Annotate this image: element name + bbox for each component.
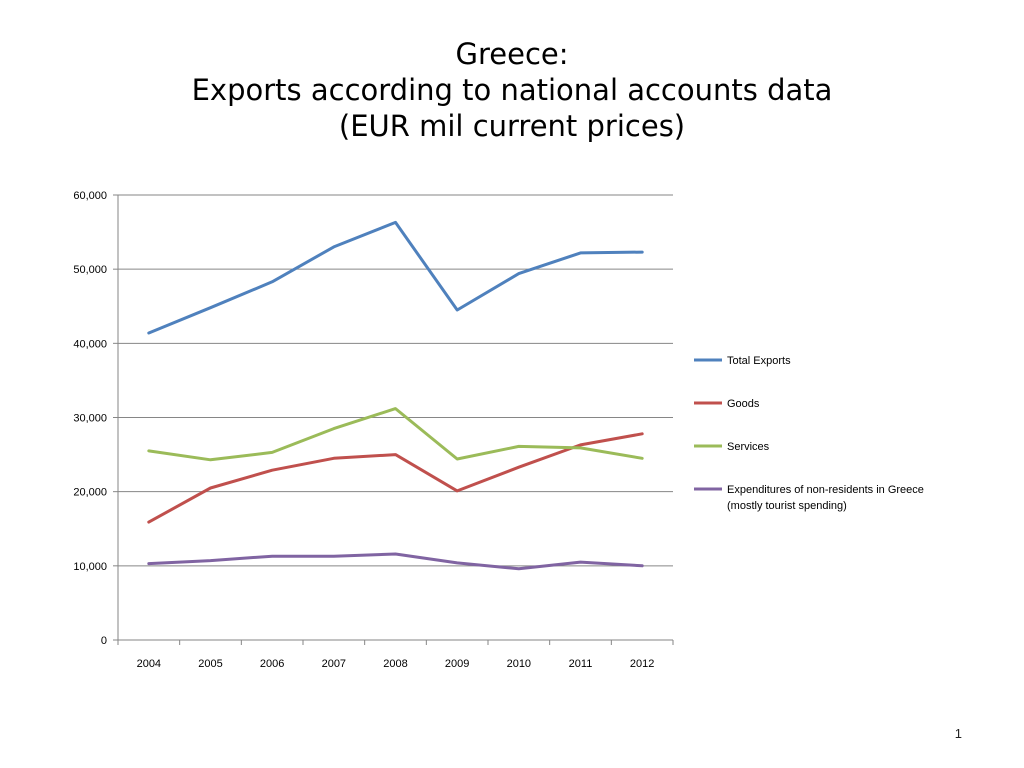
y-tick-label: 30,000 <box>73 413 107 425</box>
y-tick-label: 60,000 <box>73 190 107 202</box>
x-tick-label: 2005 <box>198 658 222 670</box>
series-line-3 <box>147 407 644 462</box>
chart-title: Greece: Exports according to national ac… <box>0 36 1024 144</box>
series-line-1 <box>147 220 644 335</box>
y-tick-label: 10,000 <box>73 561 107 573</box>
title-line-1: Greece: <box>455 37 569 71</box>
x-tick-label: 2006 <box>260 658 284 670</box>
series-line-2 <box>147 432 644 524</box>
legend-label: (mostly tourist spending) <box>727 500 847 512</box>
x-tick-label: 2010 <box>507 658 531 670</box>
x-tick-label: 2007 <box>322 658 346 670</box>
x-tick-label: 2008 <box>383 658 407 670</box>
title-line-3: (EUR mil current prices) <box>338 109 686 143</box>
y-tick-label: 0 <box>101 635 107 647</box>
x-tick-label: 2009 <box>445 658 469 670</box>
y-tick-label: 20,000 <box>73 487 107 499</box>
legend-label: Expenditures of non-residents in Greece <box>727 484 924 496</box>
x-tick-label: 2012 <box>630 658 654 670</box>
y-tick-label: 40,000 <box>73 338 107 350</box>
y-tick-label: 50,000 <box>73 264 107 276</box>
x-tick-label: 2011 <box>569 658 593 670</box>
x-tick-label: 2004 <box>137 658 161 670</box>
legend-label: Total Exports <box>727 355 791 367</box>
title-line-2: Exports according to national accounts d… <box>191 73 833 107</box>
page-number: 1 <box>954 726 962 741</box>
legend-label: Goods <box>727 398 760 410</box>
legend-label: Services <box>727 441 770 453</box>
series-line-4 <box>147 552 644 571</box>
